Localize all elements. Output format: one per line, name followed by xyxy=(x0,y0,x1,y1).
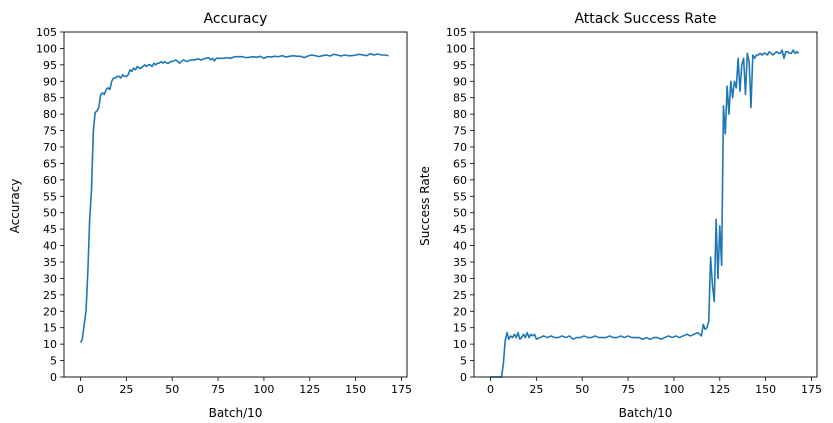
attack-success-rate-y-tick-label: 100 xyxy=(446,42,467,55)
accuracy-y-tick-label: 90 xyxy=(43,75,57,88)
attack-success-rate-y-tick-label: 65 xyxy=(453,157,467,170)
attack-success-rate-y-tick-label: 60 xyxy=(453,174,467,187)
attack-success-rate-x-tick-label: 50 xyxy=(575,383,589,396)
accuracy-y-tick-label: 50 xyxy=(43,207,57,220)
attack-success-rate-y-tick-label: 70 xyxy=(453,141,467,154)
attack-success-rate-panel: Attack Success Rate Batch/10 Success Rat… xyxy=(418,11,822,420)
attack-success-rate-y-tick-label: 75 xyxy=(453,125,467,138)
accuracy-y-tick-label: 80 xyxy=(43,108,57,121)
attack-success-rate-y-tick-label: 15 xyxy=(453,322,467,335)
attack-success-rate-x-tick-label: 175 xyxy=(801,383,822,396)
accuracy-y-tick-label: 30 xyxy=(43,272,57,285)
attack-success-rate-y-tick-label: 40 xyxy=(453,240,467,253)
accuracy-y-tick-label: 95 xyxy=(43,59,57,72)
accuracy-y-axis-label: Accuracy xyxy=(8,179,22,234)
accuracy-y-tick-label: 100 xyxy=(36,42,57,55)
attack-success-rate-x-axis-label: Batch/10 xyxy=(619,406,673,420)
accuracy-x-tick-label: 100 xyxy=(253,383,274,396)
accuracy-y-tick-label: 65 xyxy=(43,157,57,170)
attack-success-rate-y-tick-label: 10 xyxy=(453,338,467,351)
accuracy-chart-title: Accuracy xyxy=(204,11,268,27)
accuracy-y-tick-label: 0 xyxy=(50,371,57,384)
accuracy-y-tick-label: 5 xyxy=(50,355,57,368)
attack-success-rate-y-tick-label: 50 xyxy=(453,207,467,220)
accuracy-x-tick-label: 125 xyxy=(299,383,320,396)
attack-success-rate-y-tick-label: 25 xyxy=(453,289,467,302)
accuracy-y-tick-label: 40 xyxy=(43,240,57,253)
accuracy-y-tick-label: 55 xyxy=(43,190,57,203)
accuracy-x-tick-label: 150 xyxy=(345,383,366,396)
accuracy-y-tick-label: 20 xyxy=(43,305,57,318)
accuracy-x-tick-label: 25 xyxy=(119,383,133,396)
accuracy-y-tick-label: 45 xyxy=(43,223,57,236)
accuracy-y-tick-label: 70 xyxy=(43,141,57,154)
attack-success-rate-y-tick-label: 80 xyxy=(453,108,467,121)
attack-success-rate-y-tick-label: 90 xyxy=(453,75,467,88)
attack-success-rate-x-tick-label: 25 xyxy=(529,383,543,396)
accuracy-x-tick-label: 50 xyxy=(165,383,179,396)
attack-success-rate-y-tick-label: 85 xyxy=(453,92,467,105)
accuracy-panel: Accuracy Batch/10 Accuracy 0 25 50 75 100 125… xyxy=(8,11,412,420)
accuracy-y-tick-label: 85 xyxy=(43,92,57,105)
accuracy-y-tick-label: 10 xyxy=(43,338,57,351)
attack-success-rate-plot-frame xyxy=(473,31,818,378)
attack-success-rate-chart-title: Attack Success Rate xyxy=(574,11,716,27)
attack-success-rate-x-tick-label: 150 xyxy=(755,383,776,396)
accuracy-y-tick-label: 15 xyxy=(43,322,57,335)
attack-success-rate-x-tick-label: 100 xyxy=(663,383,684,396)
attack-success-rate-series-line xyxy=(490,49,800,378)
attack-success-rate-y-tick-label: 5 xyxy=(460,355,467,368)
accuracy-y-tick-label: 35 xyxy=(43,256,57,269)
attack-success-rate-x-tick-label: 0 xyxy=(487,383,494,396)
attack-success-rate-y-tick-label: 105 xyxy=(446,26,467,39)
accuracy-y-tick-label: 75 xyxy=(43,125,57,138)
attack-success-rate-x-tick-label: 125 xyxy=(709,383,730,396)
attack-success-rate-y-tick-label: 30 xyxy=(453,272,467,285)
accuracy-series-line xyxy=(79,52,389,343)
accuracy-x-axis-label: Batch/10 xyxy=(209,406,263,420)
accuracy-y-tick-label: 105 xyxy=(36,26,57,39)
accuracy-x-tick-label: 175 xyxy=(391,383,412,396)
attack-success-rate-x-tick-label: 75 xyxy=(621,383,635,396)
attack-success-rate-y-tick-label: 95 xyxy=(453,59,467,72)
accuracy-y-tick-label: 25 xyxy=(43,289,57,302)
accuracy-x-tick-label: 75 xyxy=(211,383,225,396)
attack-success-rate-y-tick-label: 20 xyxy=(453,305,467,318)
accuracy-plot-frame xyxy=(63,31,408,378)
attack-success-rate-y-tick-label: 45 xyxy=(453,223,467,236)
accuracy-y-tick-label: 60 xyxy=(43,174,57,187)
attack-success-rate-y-tick-label: 55 xyxy=(453,190,467,203)
attack-success-rate-y-tick-label: 35 xyxy=(453,256,467,269)
attack-success-rate-y-tick-label: 0 xyxy=(460,371,467,384)
attack-success-rate-y-axis-label: Success Rate xyxy=(418,166,432,246)
accuracy-x-tick-label: 0 xyxy=(77,383,84,396)
